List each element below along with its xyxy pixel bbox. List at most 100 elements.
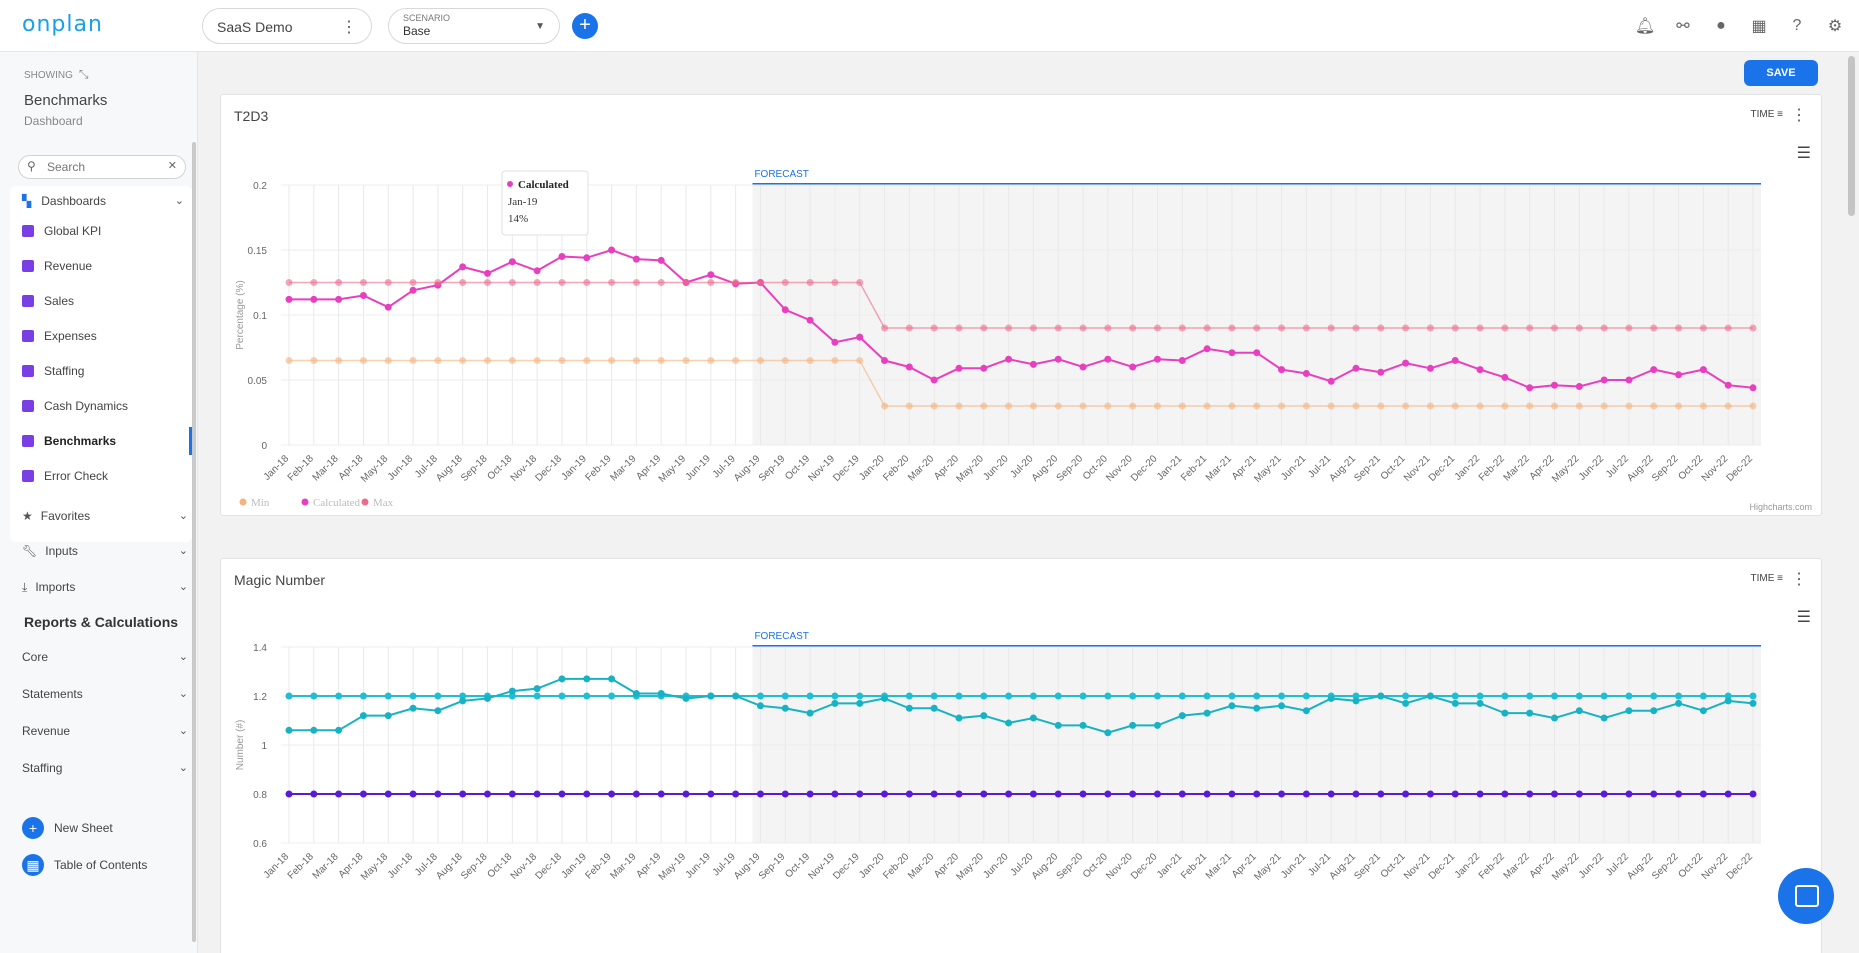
clear-icon[interactable]: ✕: [167, 160, 177, 172]
x-tick-label: Mar-19: [608, 453, 638, 483]
card-menu-icon[interactable]: ⋮: [1791, 107, 1807, 124]
x-tick-label: Sep-20: [1055, 453, 1086, 484]
sidebar-group-revenue[interactable]: Revenue ⌄: [22, 724, 188, 738]
collapse-icon[interactable]: ⤡: [78, 67, 89, 81]
data-point: [856, 692, 864, 700]
add-scenario-button[interactable]: +: [572, 13, 598, 39]
chevron-down-icon[interactable]: ⌄: [174, 195, 184, 207]
legend-item: Min: [251, 497, 270, 509]
data-point: [1476, 324, 1484, 332]
data-point: [508, 687, 516, 695]
share-icon[interactable]: ⚯: [1676, 18, 1690, 35]
data-point: [806, 357, 814, 364]
card-menu-icon[interactable]: ⋮: [1791, 571, 1807, 588]
data-point: [1178, 324, 1186, 332]
model-menu-icon[interactable]: ⋮: [341, 19, 357, 36]
scenario-label: SCENARIO: [403, 13, 451, 23]
data-point: [409, 279, 417, 286]
hamburger-menu-icon[interactable]: ☰: [1796, 145, 1811, 162]
main-scrollbar[interactable]: [1848, 56, 1855, 216]
bell-icon[interactable]: 🔔︎: [1634, 18, 1656, 35]
data-point: [310, 790, 318, 798]
sidebar-group-staffing[interactable]: Staffing ⌄: [22, 761, 188, 775]
data-point: [434, 357, 442, 364]
data-point: [1650, 324, 1658, 332]
sidebar-item-label: Global KPI: [44, 224, 102, 238]
sidebar-item-error-check[interactable]: Error Check: [22, 465, 192, 487]
data-point: [484, 357, 492, 364]
data-point: [682, 694, 690, 702]
data-point: [1054, 790, 1062, 798]
data-point: [980, 790, 988, 798]
data-point: [756, 702, 764, 710]
sidebar-item-staffing[interactable]: Staffing: [22, 360, 192, 382]
sidebar-item-global-kpi[interactable]: Global KPI: [22, 220, 192, 242]
sidebar-title: Benchmarks: [24, 92, 108, 109]
table-of-contents-button[interactable]: ▦ Table of Contents: [22, 854, 147, 876]
main-content: SAVE T2D3 TIME ≡ ⋮ ☰ FORECAST 0 0.05 0.1 0.1…: [198, 52, 1859, 953]
sidebar-scrollbar[interactable]: [192, 142, 196, 942]
data-point: [1451, 699, 1459, 707]
settings-gear-icon[interactable]: ⚙: [1827, 18, 1843, 35]
sidebar-item-benchmarks[interactable]: Benchmarks: [22, 430, 192, 452]
save-button[interactable]: SAVE: [1744, 60, 1818, 86]
chat-icon[interactable]: [1778, 868, 1834, 924]
data-point: [1005, 355, 1013, 363]
sidebar-group-imports[interactable]: ⤓ Imports ⌄: [22, 580, 188, 595]
data-point: [632, 357, 640, 364]
time-filter[interactable]: TIME ≡: [1750, 109, 1783, 120]
data-point: [335, 726, 343, 734]
help-circle-icon[interactable]: ●: [1716, 17, 1726, 34]
calendar-icon[interactable]: ▦: [1751, 18, 1767, 35]
dashboards-header[interactable]: ▚ Dashboards: [22, 194, 106, 208]
x-tick-label: Sep-18: [459, 453, 490, 484]
sidebar-item-label: Expenses: [44, 329, 97, 343]
tooltip-series: Calculated: [518, 179, 569, 191]
sidebar-group-statements[interactable]: Statements ⌄: [22, 687, 188, 701]
active-indicator: [189, 427, 192, 455]
time-filter[interactable]: TIME ≡: [1750, 573, 1783, 584]
x-tick-label: Dec-21: [1427, 453, 1458, 484]
data-point: [335, 692, 343, 700]
hamburger-menu-icon[interactable]: ☰: [1796, 609, 1811, 626]
data-point: [1228, 790, 1236, 798]
sidebar-item-sales[interactable]: Sales: [22, 290, 192, 312]
scenario-select[interactable]: SCENARIO Base ▼: [388, 8, 560, 44]
data-point: [384, 790, 392, 798]
data-point: [1153, 355, 1161, 363]
staffing-group-label: Staffing: [22, 761, 63, 775]
search-input[interactable]: ⚲ Search ✕: [18, 155, 186, 179]
x-tick-label: May-21: [1252, 851, 1284, 883]
data-point: [1129, 790, 1137, 798]
data-point: [459, 692, 467, 700]
chart-area: ☰ FORECAST 0.6 0.8 1 1.2 1.4 Number (#) Jan-18 F…: [221, 597, 1823, 953]
data-point: [1451, 402, 1459, 410]
app-logo[interactable]: onplan: [22, 12, 103, 37]
filter-icon: ≡: [1777, 573, 1783, 584]
data-point: [1054, 721, 1062, 729]
chevron-down-icon: ⌄: [178, 545, 188, 557]
question-icon[interactable]: ?: [1792, 17, 1802, 34]
data-point: [1550, 692, 1558, 700]
data-point: [1675, 699, 1683, 707]
data-point: [1402, 402, 1410, 410]
data-point: [806, 692, 814, 700]
sidebar-group-core[interactable]: Core ⌄: [22, 650, 188, 664]
sidebar-group-inputs[interactable]: 🔧︎ Inputs ⌄: [22, 544, 188, 558]
sidebar-group-favorites[interactable]: ★ Favorites ⌄: [22, 509, 188, 523]
data-point: [1352, 364, 1360, 372]
model-select[interactable]: SaaS Demo ⋮: [202, 8, 372, 44]
y-tick-label: 0.15: [248, 246, 268, 257]
data-point: [310, 692, 318, 700]
new-sheet-button[interactable]: + New Sheet: [22, 817, 113, 839]
data-point: [881, 790, 889, 798]
data-point: [1526, 384, 1534, 392]
sidebar-item-revenue[interactable]: Revenue: [22, 255, 192, 277]
sidebar-item-cash-dynamics[interactable]: Cash Dynamics: [22, 395, 192, 417]
data-point: [384, 357, 392, 364]
data-point: [1675, 790, 1683, 798]
data-point: [1451, 692, 1459, 700]
data-point: [1153, 721, 1161, 729]
data-point: [1104, 692, 1112, 700]
sidebar-item-expenses[interactable]: Expenses: [22, 325, 192, 347]
